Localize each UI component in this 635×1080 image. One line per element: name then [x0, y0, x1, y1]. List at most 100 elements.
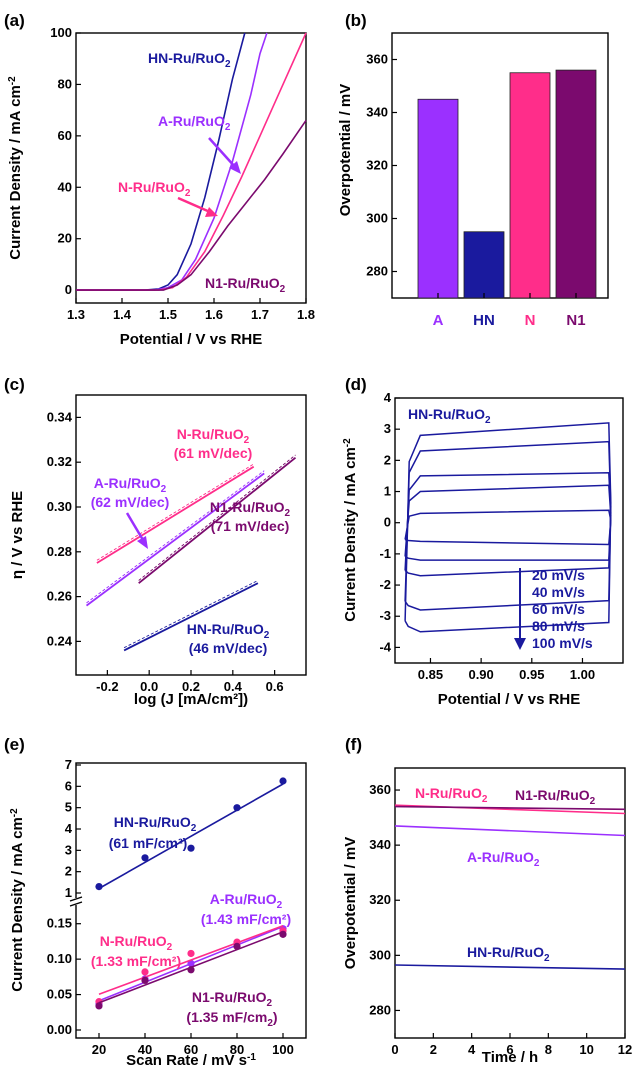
panel-e-upper-ytick-label: 5	[65, 800, 72, 815]
panel-d-label: (d)	[345, 375, 367, 394]
panel-a-ytick-label: 0	[65, 282, 72, 297]
panel-c-fit-a	[86, 470, 265, 604]
panel-a-label: (a)	[4, 11, 25, 30]
panel-b-ytick-label: 340	[366, 105, 388, 120]
panel-e-lower-ytick-label: 0.00	[47, 1022, 72, 1037]
panel-e-point-n1	[233, 942, 241, 950]
panel-e-cap-n1: (1.35 mF/cm2)	[186, 1009, 277, 1029]
panel-c-ytick-label: 0.32	[47, 454, 72, 469]
panel-e-xtick-label: 60	[184, 1042, 198, 1057]
panel-e-cap-hn: (61 mF/cm²)	[109, 835, 188, 851]
panel-d-ytick-label: -2	[379, 577, 391, 592]
panel-c-ytick-label: 0.26	[47, 589, 72, 604]
panel-b-bar-n	[509, 72, 551, 299]
panel-a-ticks: 1.3 1.4 1.5 1.6 1.7 1.8 0 20 40 60 80 100	[50, 25, 315, 322]
panel-e-point-n1	[187, 966, 195, 974]
panel-e-fit-hn	[98, 783, 284, 890]
panel-d-ylabel: Current Density / mA cm-2	[342, 438, 359, 622]
panel-d-frame	[394, 397, 624, 664]
panel-f-label-n1: N1-Ru/RuO2	[515, 787, 596, 807]
panel-a-curve-hn	[76, 32, 246, 291]
panel-c-slope-hn: (46 mV/dec)	[189, 640, 268, 656]
panel-d-ytick-label: 2	[384, 452, 391, 467]
panel-d-scan-arrow	[514, 568, 526, 650]
panel-d-ytick-label: 0	[384, 515, 391, 530]
panel-b-ytick-label: 300	[366, 211, 388, 226]
panel-e-fit-n	[98, 924, 284, 996]
panel-d-xtick-label: 0.95	[519, 667, 544, 682]
panel-e-xlabel: Scan Rate / mV s-1	[126, 1052, 256, 1069]
panel-e-point-n1	[141, 976, 149, 985]
panel-e-upper-ytick-label: 7	[65, 757, 72, 772]
panel-a-xtick-label: 1.3	[67, 307, 85, 322]
panel-e-xtick-label: 40	[138, 1042, 152, 1057]
panel-f-xtick-label: 6	[506, 1042, 513, 1057]
panel-b-ticks: 280 300 320 340 360	[366, 52, 397, 279]
panel-f-ytick-label: 360	[369, 782, 391, 797]
panel-e-point-hn	[233, 804, 241, 812]
panel-d: (d) Current Density / mA cm-2 Potential …	[342, 375, 624, 708]
panel-a-ytick-label: 40	[58, 179, 72, 194]
panel-f-ticks: 0 2 4 6 8 10 12 280 300 320 340 360	[369, 782, 632, 1057]
panel-d-xlabel: Potential / V vs RHE	[438, 691, 581, 708]
panel-e-ylabel: Current Density / mA cm-2	[9, 808, 26, 992]
panel-d-ytick-label: -4	[379, 639, 391, 654]
panel-a-xtick-label: 1.6	[205, 307, 223, 322]
panel-e-point-hn	[141, 854, 149, 862]
panel-c-fit-hn	[123, 580, 259, 649]
panel-e-point-n1	[279, 930, 287, 938]
panel-e-upper-ytick-label: 3	[65, 842, 72, 857]
panel-c-arrow-a	[125, 512, 148, 549]
panel-b-category-label: A	[433, 312, 444, 329]
panel-c-data-n1	[138, 456, 297, 584]
panel-f-xtick-label: 8	[545, 1042, 552, 1057]
panel-e-upper-ytick-label: 6	[65, 778, 72, 793]
panel-d-ytick-label: 3	[384, 421, 391, 436]
panel-c-xtick-label: 0.2	[182, 679, 200, 694]
panel-c-xtick-label: -0.2	[96, 679, 118, 694]
panel-e-label-n1: N1-Ru/RuO2	[192, 989, 273, 1009]
panel-c-data-a	[85, 472, 265, 607]
panel-b-bar-a	[417, 98, 459, 299]
panel-c-fit-n1	[138, 454, 296, 581]
panel-c-slope-n1: (71 mV/dec)	[211, 518, 290, 534]
panel-e-lower-ytick-label: 0.05	[47, 987, 72, 1002]
panel-d-ticks: 0.85 0.90 0.95 1.00 -4 -3 -2 -1 0 1 2 3 4	[379, 390, 595, 682]
panel-b-bar-hn	[463, 231, 505, 299]
panel-d-loop-1	[404, 509, 612, 546]
panel-b-ytick-label: 360	[366, 52, 388, 67]
panel-d-rate-label: 20 mV/s	[532, 567, 585, 583]
panel-f-xlabel: Time / h	[482, 1049, 538, 1066]
panel-e-xtick-label: 80	[230, 1042, 244, 1057]
panel-c-xtick-label: 0.4	[224, 679, 243, 694]
panel-f: (f) Overpotential / mV Time / h 0 2 4 6 8 10 1…	[342, 735, 632, 1066]
panel-a-xlabel: Potential / V vs RHE	[120, 331, 263, 348]
panel-e-label-a: A-Ru/RuO2	[210, 891, 283, 911]
panel-b-category-label: HN	[473, 312, 495, 329]
panel-d-xtick-label: 0.85	[418, 667, 443, 682]
panel-e-point-a	[187, 959, 195, 967]
panel-a-curves	[76, 32, 307, 291]
panel-f-xtick-label: 2	[430, 1042, 437, 1057]
panel-d-rate-label: 40 mV/s	[532, 584, 585, 600]
panel-f-xtick-label: 0	[391, 1042, 398, 1057]
panel-e-cap-n: (1.33 mF/cm²)	[91, 953, 181, 969]
panel-c-label-a: A-Ru/RuO2	[94, 475, 167, 495]
panel-f-label: (f)	[345, 735, 362, 754]
panel-a-ytick-label: 20	[58, 231, 72, 246]
panel-e-upper-ytick-label: 1	[65, 885, 72, 900]
panel-c-fit-n	[96, 463, 254, 561]
panel-e-label-hn: HN-Ru/RuO2	[114, 814, 197, 834]
panel-a-arrow-a	[208, 137, 241, 174]
panel-f-ytick-label: 320	[369, 892, 391, 907]
panel-a-curve-a	[76, 32, 268, 291]
panel-b-category-label: N1	[566, 312, 585, 329]
panel-d-xtick-label: 1.00	[570, 667, 595, 682]
panel-b-label: (b)	[345, 11, 367, 30]
panel-b-bar-n1	[555, 69, 597, 299]
panel-e-upper-ytick-label: 4	[65, 821, 73, 836]
panel-c-label-n1: N1-Ru/RuO2	[210, 499, 291, 519]
panel-f-stability-lines	[394, 804, 626, 970]
panel-e-lower-ytick-label: 0.15	[47, 916, 72, 931]
